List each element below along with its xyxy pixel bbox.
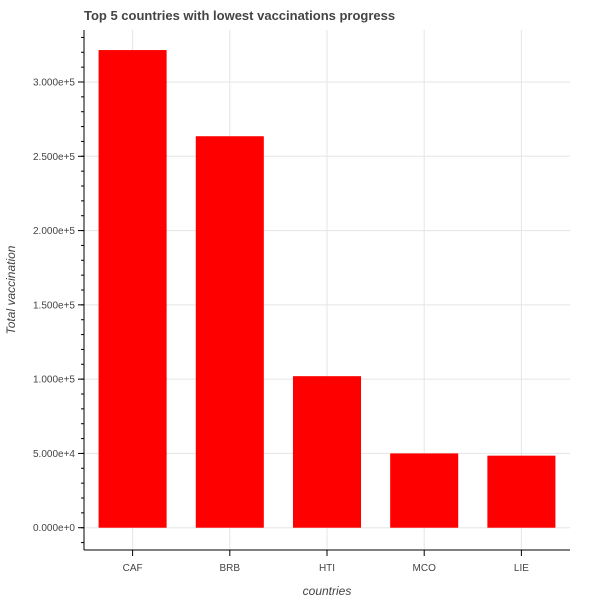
bar-hti[interactable] bbox=[292, 376, 362, 528]
chart-title: Top 5 countries with lowest vaccinations… bbox=[84, 8, 395, 23]
y-tick-label: 1.000e+5 bbox=[33, 375, 75, 386]
x-tick-label: CAF bbox=[123, 563, 143, 574]
x-tick-label: BRB bbox=[220, 563, 241, 574]
bar-mco[interactable] bbox=[390, 453, 459, 528]
y-tick-label: 2.000e+5 bbox=[33, 226, 75, 237]
y-tick-label: 2.500e+5 bbox=[33, 152, 75, 163]
y-tick-label: 3.000e+5 bbox=[33, 78, 75, 89]
y-tick-label: 1.500e+5 bbox=[33, 300, 75, 311]
bar-lie[interactable] bbox=[487, 455, 556, 528]
bars bbox=[98, 50, 556, 528]
y-tick-label: 0.000e+0 bbox=[33, 523, 75, 534]
bar-caf[interactable] bbox=[98, 50, 167, 528]
x-tick-label: MCO bbox=[413, 563, 437, 574]
bar-brb[interactable] bbox=[195, 136, 264, 528]
x-axis-label: countries bbox=[303, 584, 352, 598]
y-tick-label: 5.000e+4 bbox=[33, 449, 75, 460]
x-tick-label: LIE bbox=[514, 563, 529, 574]
x-tick-label: HTI bbox=[319, 563, 335, 574]
ticks: 0.000e+0 5.000e+4 1.000e+5 1.500e+5 2.000e+5… bbox=[33, 36, 529, 574]
y-axis-label: Total vaccination bbox=[4, 245, 18, 334]
